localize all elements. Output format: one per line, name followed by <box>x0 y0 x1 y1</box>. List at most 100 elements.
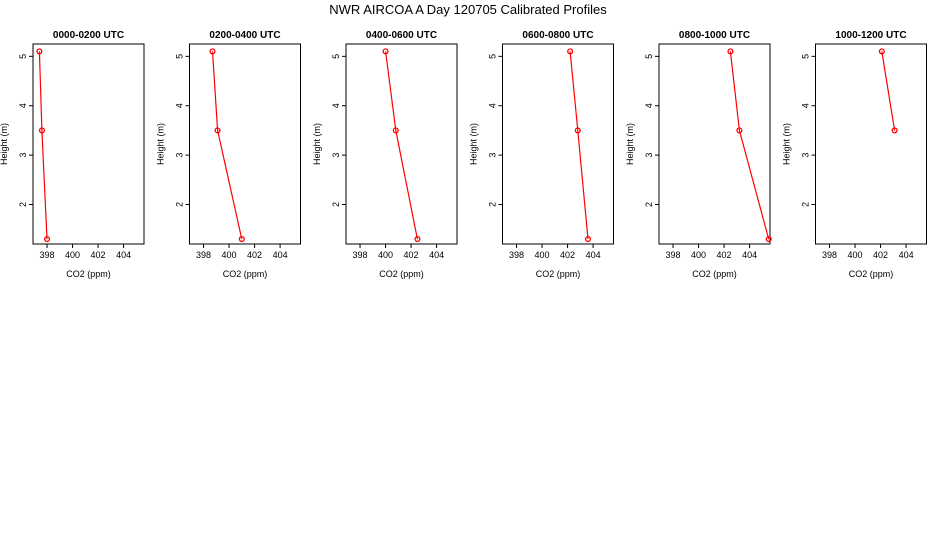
y-tick-label: 2 <box>175 202 185 207</box>
y-tick-label: 3 <box>331 153 341 158</box>
plot-frame <box>502 43 614 245</box>
y-axis-label: Height (m) <box>625 123 635 165</box>
series-line <box>211 51 243 240</box>
data-point <box>765 236 772 243</box>
chart-panel-3: 0400-0600 UTC 398 400 402 404 2 3 4 5 CO2 (ppm) He… <box>312 30 458 279</box>
y-tick-label: 3 <box>175 153 185 158</box>
series-line <box>385 51 418 240</box>
y-tick-label: 2 <box>801 202 811 207</box>
chart-panel-4: 0600-0800 UTC 398 400 402 404 2 3 4 5 CO2 (ppm) He… <box>469 30 614 279</box>
x-tick-label: 398 <box>196 250 211 260</box>
chart-panel-5: 0800-1000 UTC 398 400 402 404 2 3 4 5 CO2 (ppm) He… <box>625 30 772 279</box>
panel-title: 0400-0600 UTC <box>366 30 437 41</box>
x-tick-label: 402 <box>717 250 732 260</box>
y-tick-label: 4 <box>488 103 498 108</box>
panel-title: 0000-0200 UTC <box>53 30 124 41</box>
y-axis-label: Height (m) <box>156 123 166 165</box>
x-axis-label: CO2 (ppm) <box>379 269 424 279</box>
x-tick-label: 398 <box>353 250 368 260</box>
x-tick-label: 402 <box>91 250 106 260</box>
y-tick-label: 5 <box>488 54 498 59</box>
x-tick-label: 398 <box>822 250 837 260</box>
y-axis-label: Height (m) <box>312 123 322 165</box>
x-tick-label: 404 <box>429 250 444 260</box>
plot-frame <box>658 43 771 245</box>
plot-frame <box>32 43 145 245</box>
data-point <box>878 48 885 55</box>
x-tick-label: 402 <box>560 250 575 260</box>
x-tick-label: 404 <box>742 250 757 260</box>
y-tick-label: 4 <box>18 103 28 108</box>
x-tick-label: 404 <box>899 250 914 260</box>
panel-title: 0200-0400 UTC <box>209 30 280 41</box>
x-axis-label: CO2 (ppm) <box>536 269 581 279</box>
data-point <box>392 127 399 134</box>
x-axis-label: CO2 (ppm) <box>223 269 268 279</box>
x-tick-label: 398 <box>40 250 55 260</box>
y-tick-label: 3 <box>18 153 28 158</box>
data-point <box>209 48 216 55</box>
chart-panel-1: 0000-0200 UTC 398 400 402 404 2 3 4 5 CO2 (ppm) He… <box>0 30 145 279</box>
plot-frame <box>189 43 301 245</box>
x-tick-label: 404 <box>116 250 131 260</box>
data-point <box>238 236 245 243</box>
x-axis-label: CO2 (ppm) <box>849 269 894 279</box>
panel-title: 0600-0800 UTC <box>522 30 593 41</box>
y-tick-label: 2 <box>18 202 28 207</box>
x-tick-label: 402 <box>404 250 419 260</box>
data-point <box>414 236 421 243</box>
x-tick-label: 402 <box>247 250 262 260</box>
data-point <box>567 48 574 55</box>
data-point <box>214 127 221 134</box>
y-tick-label: 4 <box>175 103 185 108</box>
panel-title: 1000-1200 UTC <box>835 30 906 41</box>
y-tick-label: 3 <box>488 153 498 158</box>
series-line <box>881 51 896 131</box>
y-tick-label: 5 <box>644 54 654 59</box>
data-point <box>38 127 45 134</box>
x-axis-label: CO2 (ppm) <box>692 269 737 279</box>
data-point <box>736 127 743 134</box>
y-tick-label: 5 <box>18 54 28 59</box>
series-line <box>38 51 48 240</box>
y-tick-label: 5 <box>801 54 811 59</box>
y-tick-label: 3 <box>801 153 811 158</box>
data-point <box>891 127 898 134</box>
y-tick-label: 4 <box>331 103 341 108</box>
chart-panel-2: 0200-0400 UTC 398 400 402 404 2 3 4 5 CO2 (ppm) He… <box>156 30 301 279</box>
x-tick-label: 398 <box>666 250 681 260</box>
y-tick-label: 2 <box>488 202 498 207</box>
x-tick-label: 400 <box>65 250 80 260</box>
x-tick-label: 400 <box>848 250 863 260</box>
data-point <box>584 236 592 243</box>
data-point <box>43 236 51 243</box>
chart-panel-6: 1000-1200 UTC 398 400 402 404 2 3 4 5 CO2 (ppm) He… <box>782 30 927 279</box>
x-tick-label: 400 <box>222 250 237 260</box>
x-tick-label: 400 <box>535 250 550 260</box>
y-axis-label: Height (m) <box>0 123 9 165</box>
y-tick-label: 4 <box>801 103 811 108</box>
series-line <box>729 51 770 240</box>
panel-title: 0800-1000 UTC <box>679 30 750 41</box>
x-tick-label: 398 <box>509 250 524 260</box>
main-title: NWR AIRCOA A Day 120705 Calibrated Profi… <box>329 2 607 17</box>
x-tick-label: 402 <box>873 250 888 260</box>
x-tick-label: 400 <box>378 250 393 260</box>
x-tick-label: 400 <box>691 250 706 260</box>
plot-frame <box>815 43 927 245</box>
y-tick-label: 5 <box>175 54 185 59</box>
x-tick-label: 404 <box>273 250 288 260</box>
y-tick-label: 4 <box>644 103 654 108</box>
plot-frame <box>345 43 458 245</box>
y-axis-label: Height (m) <box>469 123 479 165</box>
y-axis-label: Height (m) <box>782 123 792 165</box>
data-point <box>382 48 389 55</box>
data-point <box>727 48 734 55</box>
data-point <box>574 127 581 134</box>
y-tick-label: 2 <box>331 202 341 207</box>
y-tick-label: 2 <box>644 202 654 207</box>
y-tick-label: 5 <box>331 54 341 59</box>
x-tick-label: 404 <box>586 250 601 260</box>
series-line <box>569 51 589 240</box>
